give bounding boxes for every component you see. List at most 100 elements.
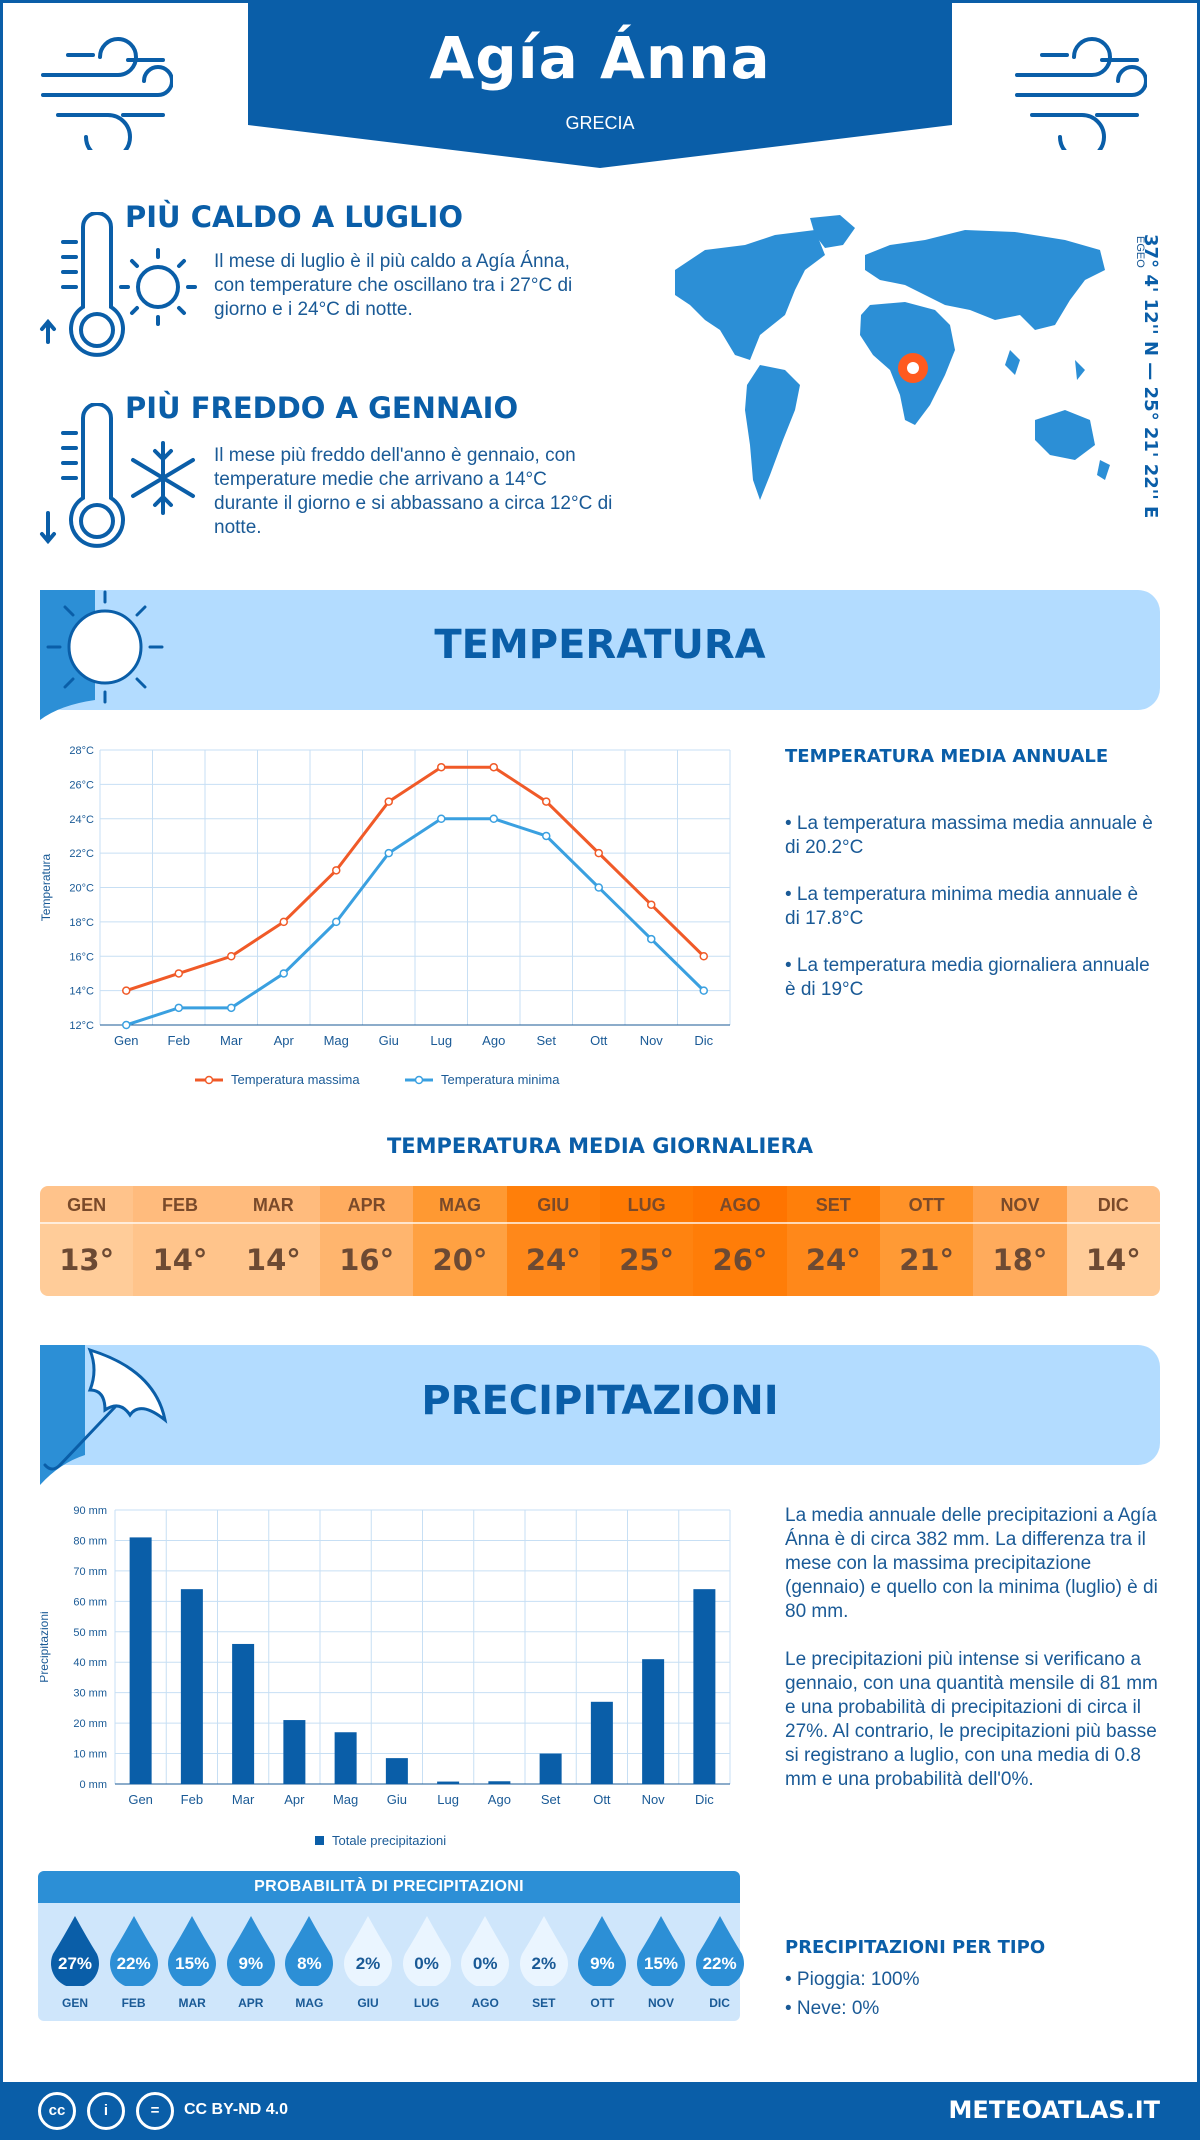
annual-temp-bullet-2: • La temperatura minima media annuale è … — [785, 884, 1139, 929]
temperature-title: TEMPERATURA — [434, 622, 766, 668]
coldest-title: PIÙ FREDDO A GENNAIO — [125, 391, 519, 425]
data-point — [699, 952, 708, 961]
month-label: DIC — [1066, 1186, 1160, 1224]
month-temperature: 24° — [506, 1224, 600, 1296]
bar — [437, 1781, 460, 1784]
hot-thermometer-icon — [40, 212, 197, 357]
data-point — [122, 1020, 131, 1030]
warmest-text: Il mese di luglio è il più caldo a Agía … — [214, 251, 573, 320]
bar — [334, 1732, 357, 1784]
y-tick-label: 0 mm — [80, 1779, 108, 1791]
x-tick-label: Gen — [114, 1033, 139, 1048]
attribution-icon: i — [87, 2092, 125, 2130]
probability-month: FEB — [121, 1996, 146, 2010]
bar — [180, 1589, 203, 1784]
data-point — [384, 797, 393, 806]
x-tick-label: Ott — [593, 1792, 611, 1807]
probability-value: 9% — [590, 1954, 615, 1973]
bar — [283, 1720, 306, 1784]
probability-value: 0% — [472, 1954, 498, 1973]
license-text: CC BY-ND 4.0 — [184, 2101, 289, 2118]
x-tick-label: Nov — [640, 1033, 664, 1048]
annual-temp-heading: TEMPERATURA MEDIA ANNUALE — [785, 746, 1109, 767]
month-column: OTT 21° — [879, 1186, 974, 1296]
legend-item: Temperatura minima — [405, 1072, 560, 1087]
brand-link[interactable]: METEOATLAS.IT — [948, 2096, 1160, 2124]
x-tick-label: Dic — [695, 1792, 714, 1807]
raindrop-icon — [695, 1916, 744, 1986]
data-point — [542, 831, 551, 841]
y-tick-label: 30 mm — [73, 1688, 107, 1700]
precipitation-bar-chart: 0 mm 10 mm 20 mm 30 mm 40 mm 50 mm 60 mm 70 mm 8… — [40, 1505, 731, 1848]
data-point — [489, 814, 498, 823]
precip-details: Le precipitazioni più intense si verific… — [785, 1649, 1158, 1790]
temperature-banner — [40, 590, 1160, 710]
month-temperature: 26° — [693, 1224, 787, 1296]
y-axis-label: Temperatura — [40, 853, 53, 921]
world-map — [675, 215, 1110, 500]
precip-summary: La media annuale delle precipitazioni a … — [785, 1505, 1158, 1622]
y-tick-label: 24°C — [69, 814, 94, 826]
precipitation-banner — [40, 1345, 1160, 1465]
cc-icon: cc — [38, 2092, 76, 2130]
month-label: OTT — [879, 1186, 974, 1224]
x-tick-label: Gen — [128, 1792, 153, 1807]
probability-value: 2% — [531, 1954, 557, 1973]
y-tick-label: 12°C — [69, 1020, 94, 1032]
raindrop-icon — [402, 1916, 451, 1986]
raindrop-icon — [519, 1916, 568, 1986]
warmest-title: PIÙ CALDO A LUGLIO — [125, 200, 463, 234]
probability-month: MAG — [295, 1996, 324, 2010]
coldest-text: Il mese più freddo dell'anno è gennaio, … — [214, 445, 613, 538]
month-temperature: 16° — [319, 1224, 414, 1296]
probability-month: OTT — [590, 1996, 615, 2010]
raindrop-icon — [637, 1916, 685, 1986]
city-title: Agía Ánna — [429, 24, 771, 92]
month-temperature: 21° — [879, 1224, 974, 1296]
month-temperature: 14° — [1066, 1224, 1160, 1296]
x-tick-label: Lug — [437, 1792, 459, 1807]
month-label: MAR — [226, 1186, 320, 1224]
precip-type-rain: • Pioggia: 100% — [785, 1969, 920, 1990]
probability-title: PROBABILITÀ DI PRECIPITAZIONI — [38, 1871, 740, 1903]
month-temperature: 13° — [40, 1224, 134, 1296]
x-tick-label: Mar — [220, 1033, 243, 1048]
x-tick-label: Feb — [168, 1033, 190, 1048]
probability-month: NOV — [647, 1996, 674, 2010]
month-label: AGO — [693, 1186, 787, 1224]
raindrop-icon — [168, 1916, 217, 1986]
month-column: MAR 14° — [226, 1186, 320, 1296]
wind-icon — [41, 37, 173, 150]
month-column: AGO 26° — [693, 1186, 787, 1296]
precip-type-heading: PRECIPITAZIONI PER TIPO — [785, 1937, 1046, 1958]
probability-value: 27% — [57, 1954, 93, 1973]
data-point — [699, 986, 708, 995]
month-temperature: 14° — [133, 1224, 227, 1296]
month-column: SET 24° — [786, 1186, 880, 1296]
footer — [0, 2082, 1200, 2140]
annual-temp-bullet-3: • La temperatura media giornaliera annua… — [785, 955, 1150, 1000]
x-tick-label: Giu — [379, 1033, 399, 1048]
data-point — [279, 969, 288, 978]
daily-temperature-table: GEN 13° FEB 14° MAR 14° APR 16° MAG 20° GIU 24° LUG 2… — [40, 1186, 1160, 1296]
bar — [232, 1643, 255, 1784]
month-column: NOV 18° — [973, 1186, 1067, 1296]
x-tick-label: Ago — [482, 1033, 505, 1048]
month-column: LUG 25° — [599, 1186, 694, 1296]
y-tick-label: 40 mm — [73, 1657, 107, 1669]
raindrop-icon — [51, 1916, 99, 1986]
month-temperature: 25° — [599, 1224, 694, 1296]
bar — [590, 1701, 613, 1784]
y-tick-label: 60 mm — [73, 1596, 107, 1608]
y-tick-label: 18°C — [69, 917, 94, 929]
x-tick-label: Apr — [284, 1792, 305, 1807]
data-point — [594, 848, 603, 858]
month-label: APR — [319, 1186, 414, 1224]
y-tick-label: 90 mm — [73, 1505, 107, 1517]
precipitation-title: PRECIPITAZIONI — [421, 1378, 779, 1424]
legend-item: Temperatura massima — [195, 1072, 360, 1087]
y-tick-label: 80 mm — [73, 1535, 107, 1547]
no-derivatives-icon: = — [136, 2092, 174, 2130]
y-tick-label: 70 mm — [73, 1566, 107, 1578]
x-tick-label: Giu — [387, 1792, 407, 1807]
